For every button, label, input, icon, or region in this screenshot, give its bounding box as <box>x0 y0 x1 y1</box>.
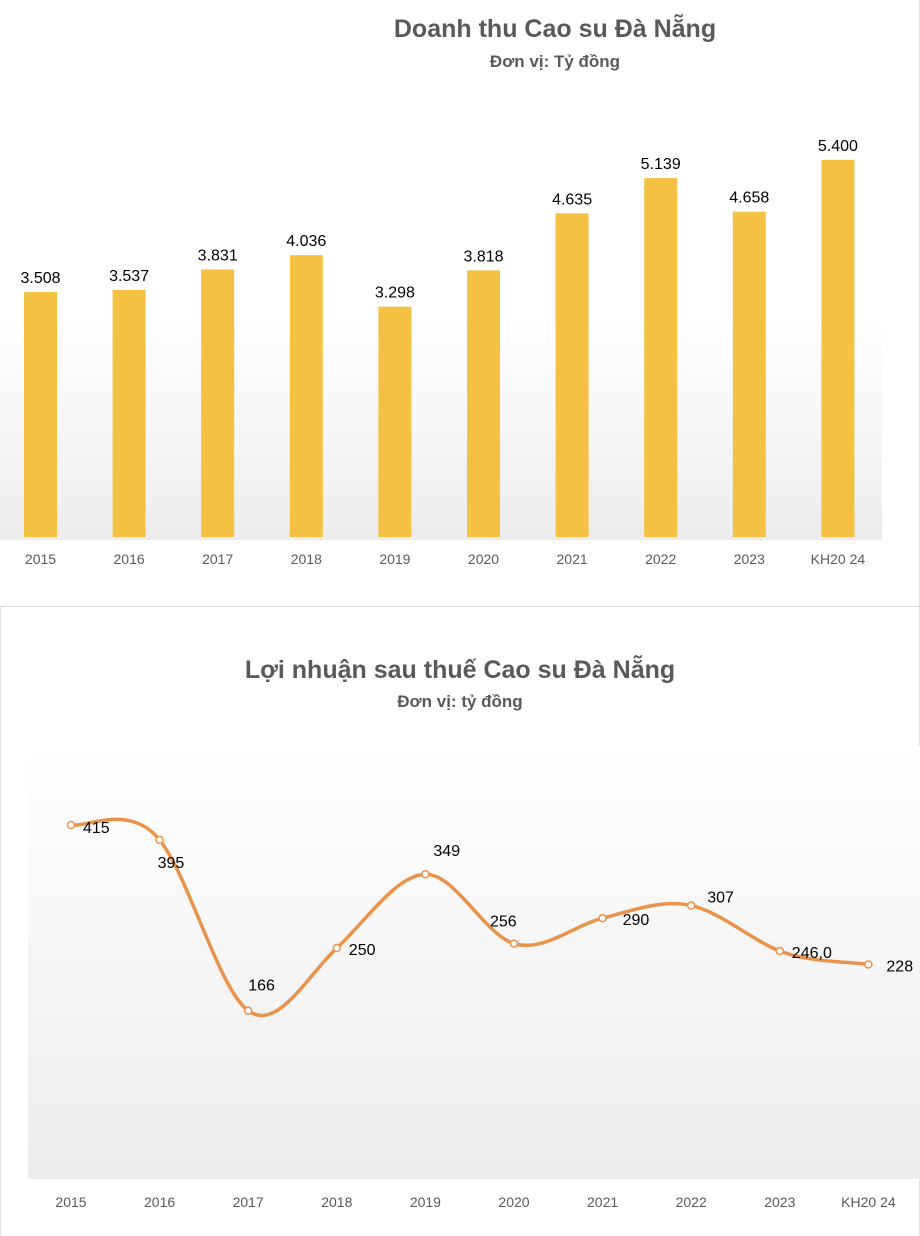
revenue-bar <box>732 211 766 537</box>
profit-data-label: 395 <box>158 855 185 872</box>
profit-data-label: 250 <box>349 942 376 959</box>
profit-x-tick-label: 2023 <box>764 1194 795 1210</box>
revenue-bar <box>644 178 678 537</box>
profit-data-label: 349 <box>433 843 460 860</box>
revenue-bar-chart: 3.508 3.537 3.831 4.036 3.298 3.818 4.635 5.139… <box>0 138 882 567</box>
revenue-data-label: 3.831 <box>198 247 238 264</box>
revenue-data-label: 3.298 <box>375 285 415 302</box>
profit-series-line <box>69 817 871 1018</box>
revenue-data-label: 5.400 <box>818 138 858 155</box>
revenue-bar <box>112 289 146 537</box>
revenue-x-tick-label: 2020 <box>468 551 499 567</box>
profit-x-tick-label: 2016 <box>144 1194 175 1210</box>
profit-point <box>155 835 164 845</box>
revenue-data-label: 4.658 <box>729 190 769 207</box>
revenue-bar <box>24 292 57 537</box>
profit-x-tick-label: 2021 <box>587 1194 618 1210</box>
revenue-bar <box>289 255 323 537</box>
profit-chart-panel: Lợi nhuận sau thuế Cao su Đà Nẵng Đơn vị… <box>0 606 920 1236</box>
revenue-data-label: 4.635 <box>552 191 592 208</box>
revenue-x-tick-label: 2023 <box>734 551 765 567</box>
profit-data-label: 415 <box>83 820 110 837</box>
profit-data-label: 256 <box>490 914 517 931</box>
revenue-x-tick-label: 2018 <box>291 551 322 567</box>
panel-border <box>0 606 1 1236</box>
revenue-x-tick-label: 2016 <box>114 551 145 567</box>
revenue-x-tick-label: KH20 24 <box>811 551 866 567</box>
profit-point <box>66 820 76 830</box>
profit-point <box>864 960 873 969</box>
revenue-x-tick-label: 2015 <box>25 551 56 567</box>
profit-x-tick-label: 2017 <box>233 1194 264 1210</box>
profit-x-tick-label: 2015 <box>55 1194 86 1210</box>
profit-chart-title: Lợi nhuận sau thuế Cao su Đà Nẵng <box>244 656 676 684</box>
revenue-x-tick-label: 2022 <box>645 551 676 567</box>
revenue-x-tick-label: 2021 <box>557 551 588 567</box>
revenue-bar <box>378 306 412 537</box>
profit-chart-subtitle: Đơn vị: tỷ đồng <box>397 692 523 711</box>
revenue-bar <box>201 269 235 537</box>
profit-point <box>686 901 696 910</box>
profit-x-tick-label: 2022 <box>676 1194 707 1210</box>
profit-x-tick-label: 2020 <box>498 1194 529 1210</box>
revenue-bar <box>821 159 855 537</box>
profit-data-label: 246,0 <box>792 945 832 962</box>
revenue-data-label: 3.508 <box>20 270 60 287</box>
profit-line-chart: 415 395 166 250 349 256 290 307 246,0 228 2015 201… <box>28 746 920 1210</box>
revenue-data-label: 3.537 <box>109 268 149 285</box>
revenue-data-label: 4.036 <box>286 233 326 250</box>
profit-point <box>243 1006 253 1015</box>
profit-point <box>332 943 342 953</box>
profit-point <box>598 913 607 923</box>
profit-data-label: 228 <box>886 958 913 975</box>
profit-data-label: 166 <box>248 978 275 995</box>
revenue-chart-title: Doanh thu Cao su Đà Nẵng <box>393 15 717 43</box>
profit-point <box>775 946 785 956</box>
profit-data-label: 307 <box>707 890 734 907</box>
profit-point <box>421 869 430 879</box>
profit-data-label: 290 <box>623 912 650 929</box>
revenue-chart-panel: Doanh thu Cao su Đà Nẵng Đơn vị: Tỷ đồng… <box>0 0 920 600</box>
plot-area-background <box>28 746 920 1179</box>
profit-x-tick-label: 2018 <box>321 1194 352 1210</box>
revenue-x-tick-label: 2019 <box>379 551 410 567</box>
revenue-x-tick-label: 2017 <box>202 551 233 567</box>
revenue-chart-subtitle: Đơn vị: Tỷ đồng <box>489 52 621 71</box>
panel-divider <box>0 606 920 607</box>
revenue-data-label: 3.818 <box>463 248 503 265</box>
profit-x-tick-label: KH20 24 <box>841 1194 896 1210</box>
revenue-bar <box>555 213 589 538</box>
revenue-data-label: 5.139 <box>641 156 681 173</box>
profit-point <box>509 939 519 948</box>
profit-x-tick-label: 2019 <box>410 1194 441 1210</box>
revenue-bar <box>467 270 500 537</box>
